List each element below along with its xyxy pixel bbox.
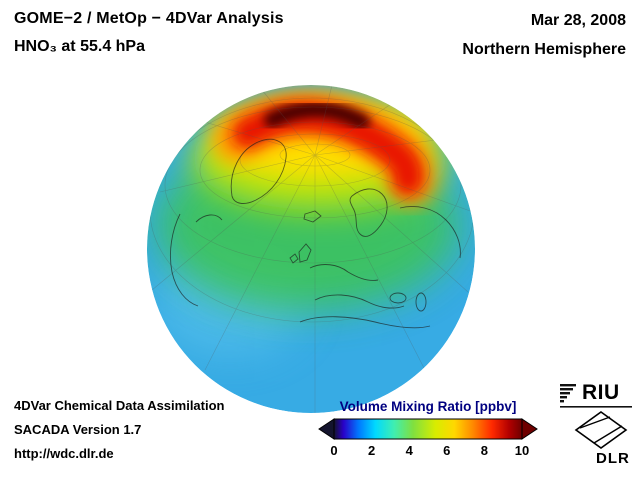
date-label: Mar 28, 2008 bbox=[530, 12, 626, 29]
riu-logo-icon bbox=[560, 384, 632, 408]
colorbar-left-arrow bbox=[318, 418, 335, 440]
riu-logo: RIU bbox=[558, 379, 638, 413]
dlr-logo: DLR bbox=[574, 410, 636, 472]
graticule bbox=[149, 85, 475, 413]
colorbar-tick: 10 bbox=[514, 443, 530, 458]
colorbar: Volume Mixing Ratio [ppbv] 0 2 4 6 8 10 bbox=[318, 399, 538, 461]
colorbar-right-arrow bbox=[521, 418, 538, 440]
colorbar-tick: 2 bbox=[367, 443, 376, 458]
coastlines bbox=[169, 138, 461, 329]
colorbar-gradient-bar bbox=[318, 418, 538, 440]
footer-line-assimilation: 4DVar Chemical Data Assimilation bbox=[14, 398, 225, 413]
header-left: GOME−2 / MetOp − 4DVar Analysis HNO₃ at … bbox=[14, 10, 284, 56]
colorbar-label: Volume Mixing Ratio [ppbv] bbox=[339, 399, 517, 414]
footer-credits: 4DVar Chemical Data Assimilation SACADA … bbox=[14, 398, 225, 470]
page-title: GOME−2 / MetOp − 4DVar Analysis bbox=[14, 10, 284, 27]
dlr-logo-icon bbox=[574, 411, 628, 449]
colorbar-tick: 4 bbox=[405, 443, 413, 458]
colorbar-tick: 6 bbox=[443, 443, 451, 458]
dlr-logo-text: DLR bbox=[596, 450, 630, 467]
page-subtitle: HNO₃ at 55.4 hPa bbox=[14, 38, 145, 55]
colorbar-body bbox=[333, 418, 523, 440]
region-label: Northern Hemisphere bbox=[462, 41, 626, 58]
footer-line-url: http://wdc.dlr.de bbox=[14, 446, 114, 461]
colorbar-tick: 8 bbox=[480, 443, 489, 458]
footer-line-version: SACADA Version 1.7 bbox=[14, 422, 142, 437]
colorbar-ticks: 0 2 4 6 8 10 bbox=[318, 443, 538, 461]
riu-logo-text: RIU bbox=[582, 381, 620, 404]
header-right: Mar 28, 2008 Northern Hemisphere bbox=[462, 12, 626, 59]
colorbar-tick: 0 bbox=[330, 443, 338, 458]
